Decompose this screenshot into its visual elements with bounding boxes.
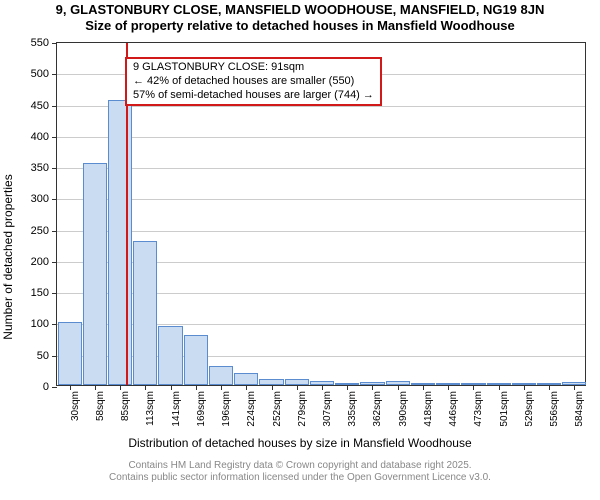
- x-tick: [120, 385, 121, 390]
- x-tick: [322, 385, 323, 390]
- x-tick: [246, 385, 247, 390]
- y-tick: [52, 137, 57, 138]
- x-tick: [145, 385, 146, 390]
- title-line-2: Size of property relative to detached ho…: [0, 18, 600, 34]
- y-tick-label: 550: [31, 37, 49, 49]
- y-tick: [52, 168, 57, 169]
- x-tick: [398, 385, 399, 390]
- histogram-bar: [184, 335, 208, 385]
- x-tick: [347, 385, 348, 390]
- y-tick: [52, 199, 57, 200]
- histogram-bar: [209, 366, 233, 385]
- x-tick: [448, 385, 449, 390]
- annotation-line: ← 42% of detached houses are smaller (55…: [133, 75, 374, 89]
- y-tick-label: 300: [31, 193, 49, 205]
- x-tick: [473, 385, 474, 390]
- y-tick-label: 500: [31, 68, 49, 80]
- x-tick: [272, 385, 273, 390]
- plot-area: 05010015020025030035040045050055030sqm58…: [56, 42, 586, 386]
- histogram-bar: [234, 373, 258, 386]
- histogram-bar: [133, 241, 157, 385]
- gridline: [57, 137, 585, 138]
- x-tick: [171, 385, 172, 390]
- y-tick: [52, 293, 57, 294]
- y-axis-label: Number of detached properties: [1, 174, 15, 339]
- x-tick: [372, 385, 373, 390]
- y-tick: [52, 106, 57, 107]
- y-tick: [52, 43, 57, 44]
- gridline: [57, 168, 585, 169]
- y-tick: [52, 231, 57, 232]
- x-tick: [221, 385, 222, 390]
- y-tick-label: 0: [43, 381, 49, 393]
- gridline: [57, 231, 585, 232]
- y-tick: [52, 356, 57, 357]
- histogram-bar: [108, 100, 132, 385]
- x-tick: [499, 385, 500, 390]
- y-tick-label: 250: [31, 225, 49, 237]
- y-tick-label: 50: [37, 350, 49, 362]
- y-tick: [52, 324, 57, 325]
- annotation-line: 9 GLASTONBURY CLOSE: 91sqm: [133, 61, 374, 75]
- x-tick: [423, 385, 424, 390]
- footer-line-1: Contains HM Land Registry data © Crown c…: [0, 460, 600, 472]
- chart-title: 9, GLASTONBURY CLOSE, MANSFIELD WOODHOUS…: [0, 2, 600, 35]
- y-tick-label: 350: [31, 162, 49, 174]
- y-tick-label: 400: [31, 131, 49, 143]
- annotation-box: 9 GLASTONBURY CLOSE: 91sqm← 42% of detac…: [125, 57, 382, 106]
- title-line-1: 9, GLASTONBURY CLOSE, MANSFIELD WOODHOUS…: [0, 2, 600, 18]
- y-tick-label: 450: [31, 100, 49, 112]
- annotation-line: 57% of semi-detached houses are larger (…: [133, 89, 374, 103]
- x-tick: [95, 385, 96, 390]
- y-tick-label: 150: [31, 287, 49, 299]
- x-tick: [524, 385, 525, 390]
- x-tick: [574, 385, 575, 390]
- histogram-bar: [83, 163, 107, 385]
- x-tick: [70, 385, 71, 390]
- attribution-footer: Contains HM Land Registry data © Crown c…: [0, 460, 600, 484]
- histogram-bar: [158, 326, 182, 385]
- x-tick: [196, 385, 197, 390]
- x-axis-label: Distribution of detached houses by size …: [0, 436, 600, 450]
- y-tick: [52, 74, 57, 75]
- y-tick-label: 100: [31, 318, 49, 330]
- x-tick: [549, 385, 550, 390]
- y-tick: [52, 262, 57, 263]
- x-tick: [297, 385, 298, 390]
- gridline: [57, 199, 585, 200]
- footer-line-2: Contains public sector information licen…: [0, 472, 600, 484]
- y-tick-label: 200: [31, 256, 49, 268]
- y-tick: [52, 387, 57, 388]
- histogram-bar: [58, 322, 82, 385]
